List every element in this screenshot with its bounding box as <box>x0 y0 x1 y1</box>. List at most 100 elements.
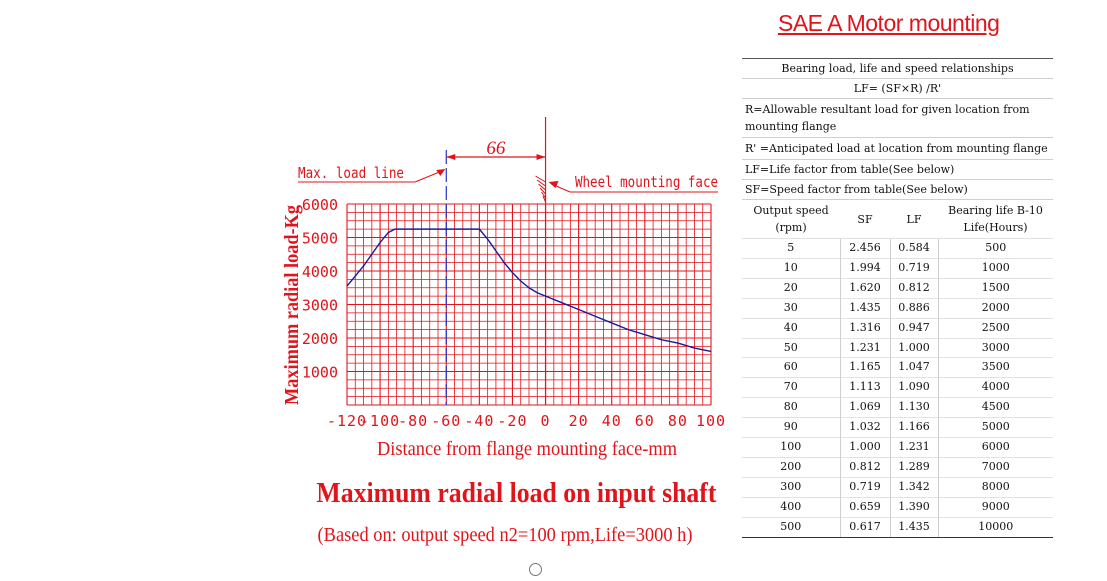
wheel-face-hatch <box>541 191 546 199</box>
table-cell: 7000 <box>937 456 1053 478</box>
dimension-arrow-right <box>536 154 546 160</box>
x-tick-label: -40 <box>464 412 494 430</box>
table-cell: 4500 <box>937 397 1053 418</box>
table-note: R=Allowable resultant load for given loc… <box>742 98 1053 138</box>
radio-button[interactable] <box>529 563 542 576</box>
table-cell: 0.886 <box>889 297 938 319</box>
col-header-speed: Output speed (rpm) <box>742 199 840 239</box>
table-cell: 4000 <box>937 377 1053 398</box>
x-tick-label: -80 <box>398 412 428 430</box>
x-tick-label: -60 <box>431 412 461 430</box>
chart-grid <box>346 203 712 406</box>
table-row: 40 1.316 0.947 2500 <box>742 317 1053 339</box>
table-row: 200 0.812 1.289 7000 <box>742 456 1053 478</box>
table-cell: 1.113 <box>839 377 890 398</box>
table-cell: 8000 <box>937 476 1053 498</box>
x-axis-label: Distance from flange mounting face-mm <box>377 438 677 460</box>
table-cell: 0.947 <box>889 317 938 339</box>
table-cell: 1.165 <box>839 357 890 378</box>
table-row: 300 0.719 1.342 8000 <box>742 476 1053 498</box>
table-cell: 1.047 <box>889 357 938 378</box>
table-cell: 0.659 <box>839 496 890 518</box>
table-cell: 1.316 <box>839 317 890 339</box>
table-cell: 2.456 <box>839 238 890 259</box>
table-cell: 2000 <box>937 297 1053 319</box>
chart-axis-labels: -120-100-80 -60 -40 -20 0 20 40 60 80 100 1000 2000… <box>281 196 725 460</box>
x-tick-label: 0 <box>541 412 551 430</box>
table-cell: 5000 <box>937 417 1053 438</box>
chart-series <box>346 228 712 353</box>
max-load-arrow <box>436 169 446 176</box>
x-tick-label: -120 <box>327 412 367 430</box>
y-tick-label: 1000 <box>302 364 338 382</box>
table-row: 100 1.000 1.231 6000 <box>742 437 1053 458</box>
table-cell: 40 <box>742 317 840 339</box>
table-cell: 30 <box>742 297 840 319</box>
table-cell: 6000 <box>937 437 1053 458</box>
table-cell: 3000 <box>937 337 1053 358</box>
table-cell: 1.069 <box>839 397 890 418</box>
radial-load-chart: -120-100-80 -60 -40 -20 0 20 40 60 80 100 1000 2000… <box>281 117 725 460</box>
table-cell: 0.584 <box>889 238 938 259</box>
table-cell: 9000 <box>937 496 1053 518</box>
wheel-face-hatch <box>538 183 546 191</box>
max-load-label: Max. load line <box>298 164 404 182</box>
y-tick-label: 6000 <box>302 196 338 214</box>
table-cell: 1.032 <box>839 417 890 438</box>
table-heading: Bearing load, life and speed relationshi… <box>742 58 1053 79</box>
table-row: 5 2.456 0.584 500 <box>742 238 1053 259</box>
chart-title: Maximum radial load on input shaft <box>316 478 717 509</box>
table-note: R' =Anticipated load at location from mo… <box>742 137 1053 160</box>
x-tick-label: 40 <box>602 412 622 430</box>
table-row: 10 1.994 0.719 1000 <box>742 257 1053 279</box>
table-cell: 1.090 <box>889 377 938 398</box>
series-line <box>346 228 712 353</box>
table-cell: 1.620 <box>839 277 890 299</box>
table-cell: 1.000 <box>889 337 938 358</box>
table-cell: 90 <box>742 417 840 438</box>
table-cell: 80 <box>742 397 840 418</box>
table-row: 30 1.435 0.886 2000 <box>742 297 1053 319</box>
table-row: 80 1.069 1.130 4500 <box>742 397 1053 418</box>
chart-annotations: 66 Max. load line Wheel mounting face <box>298 117 718 405</box>
x-tick-label: 60 <box>635 412 655 430</box>
table-cell: 0.719 <box>839 476 890 498</box>
x-tick-label: 80 <box>668 412 688 430</box>
x-tick-label: -100 <box>360 412 400 430</box>
table-cell: 10000 <box>937 516 1053 538</box>
table-cell: 1.435 <box>839 297 890 319</box>
table-row: 20 1.620 0.812 1500 <box>742 277 1053 299</box>
table-row: 60 1.165 1.047 3500 <box>742 357 1053 378</box>
table-cell: 1.289 <box>889 456 938 478</box>
table-cell: 1.231 <box>839 337 890 358</box>
table-cell: 70 <box>742 377 840 398</box>
table-cell: 0.617 <box>839 516 890 538</box>
col-header-life: Bearing life B-10 Life(Hours) <box>938 199 1053 239</box>
table-row: 70 1.113 1.090 4000 <box>742 377 1053 398</box>
table-cell: 100 <box>742 437 840 458</box>
x-tick-label: -20 <box>497 412 527 430</box>
table-row: 500 0.617 1.435 10000 <box>742 516 1053 538</box>
table-row: 90 1.032 1.166 5000 <box>742 417 1053 438</box>
table-row: 50 1.231 1.000 3000 <box>742 337 1053 358</box>
x-tick-label: 20 <box>569 412 589 430</box>
table-cell: 0.719 <box>889 257 938 279</box>
table-cell: 20 <box>742 277 840 299</box>
y-tick-label: 5000 <box>302 230 338 248</box>
table-note: LF=Life factor from table(See below) <box>742 159 1053 180</box>
table-cell: 1000 <box>937 257 1053 279</box>
table-cell: 50 <box>742 337 840 358</box>
table-cell: 3500 <box>937 357 1053 378</box>
table-cell: 0.812 <box>889 277 938 299</box>
table-cell: 5 <box>742 238 840 259</box>
wheel-face-label: Wheel mounting face <box>575 173 718 191</box>
bearing-table: Bearing load, life and speed relationshi… <box>742 58 1053 538</box>
table-cell: 500 <box>937 238 1053 259</box>
table-cell: 0.812 <box>839 456 890 478</box>
table-cell: 300 <box>742 476 840 498</box>
table-cell: 10 <box>742 257 840 279</box>
y-axis-label: Maximum radial load-Kg <box>281 205 303 405</box>
wheel-face-arrow <box>548 181 559 188</box>
y-tick-label: 3000 <box>302 297 338 315</box>
col-header-sf: SF <box>840 199 890 239</box>
